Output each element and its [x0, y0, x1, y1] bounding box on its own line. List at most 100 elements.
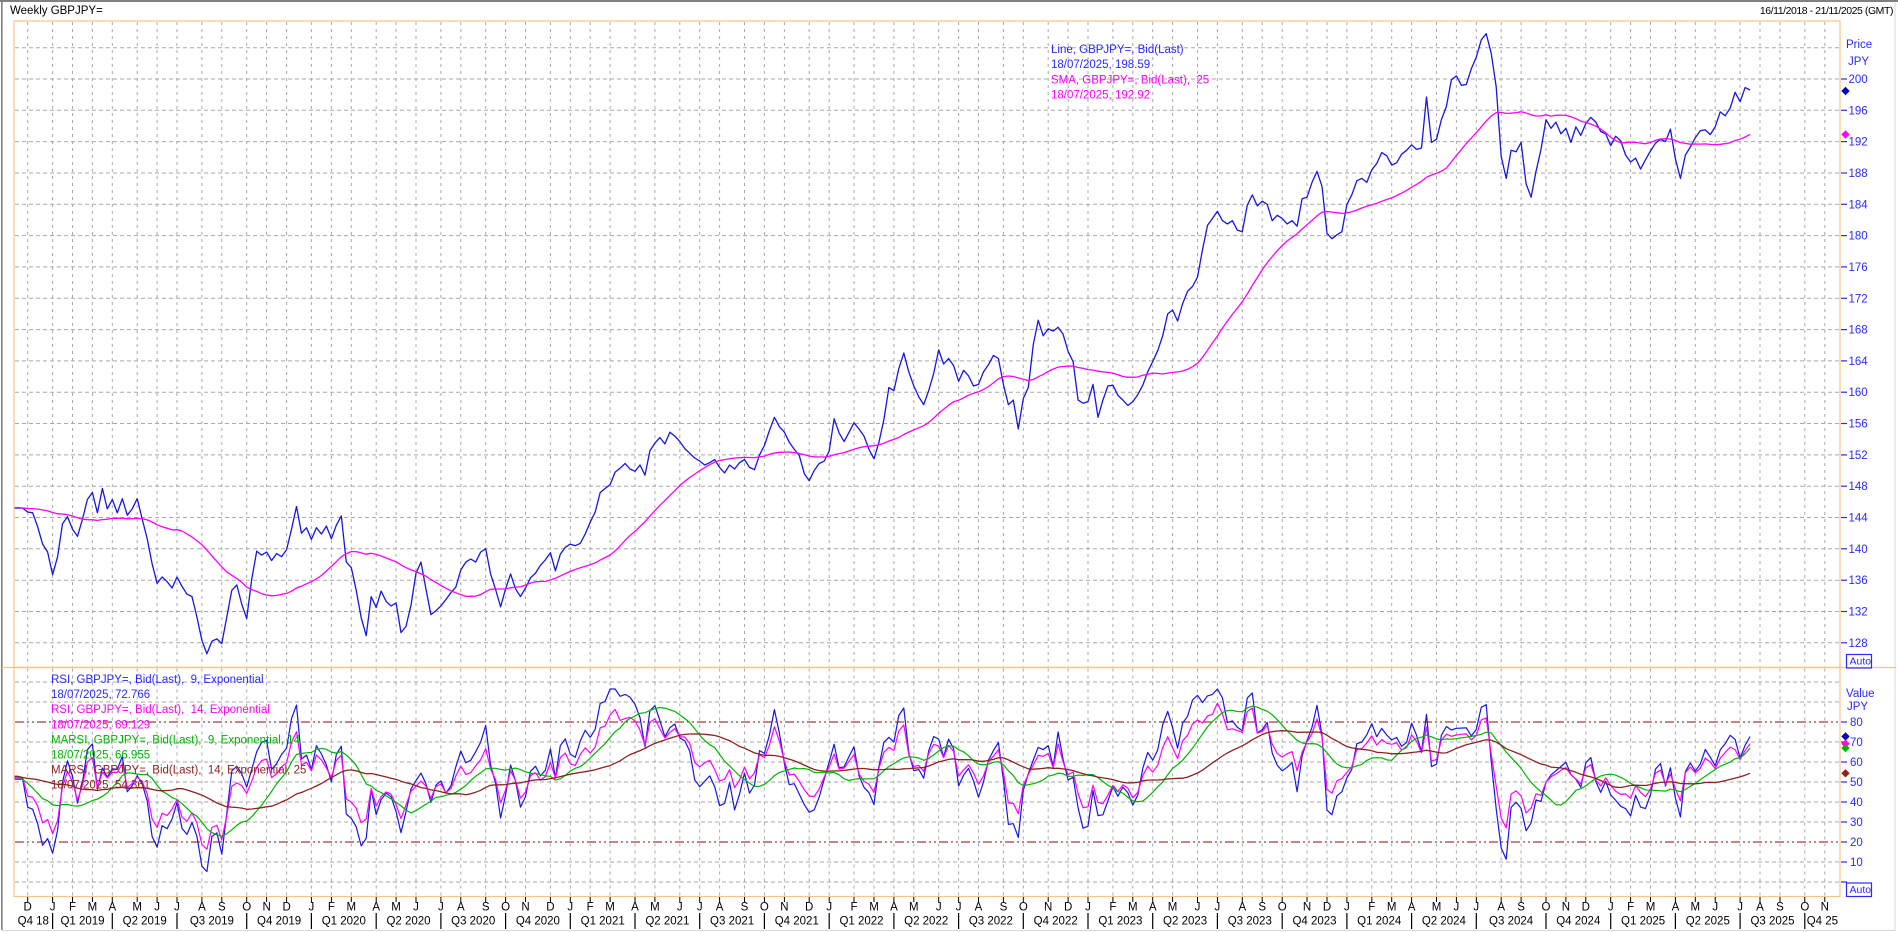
svg-text:Q4 25: Q4 25: [1807, 916, 1838, 928]
svg-text:Auto: Auto: [1850, 656, 1872, 668]
svg-text:Q2 2021: Q2 2021: [645, 916, 689, 928]
svg-text:A: A: [198, 902, 206, 914]
svg-text:N: N: [1044, 902, 1052, 914]
svg-text:J: J: [1737, 902, 1743, 914]
svg-text:Q3 2020: Q3 2020: [451, 916, 495, 928]
svg-text:D: D: [24, 902, 32, 914]
svg-text:A: A: [890, 902, 898, 914]
svg-text:Q3 2024: Q3 2024: [1489, 916, 1534, 928]
svg-text:Q4 2020: Q4 2020: [516, 916, 560, 928]
svg-text:F: F: [1109, 902, 1116, 914]
svg-text:J: J: [567, 902, 573, 914]
svg-text:50: 50: [1850, 777, 1863, 789]
svg-text:A: A: [631, 902, 639, 914]
svg-text:156: 156: [1849, 419, 1868, 431]
svg-text:140: 140: [1849, 544, 1868, 556]
svg-text:Q1 2022: Q1 2022: [839, 916, 883, 928]
svg-text:180: 180: [1849, 231, 1868, 243]
svg-text:Q3 2019: Q3 2019: [190, 916, 234, 928]
svg-text:184: 184: [1849, 199, 1869, 211]
svg-text:Q4 2019: Q4 2019: [257, 916, 301, 928]
svg-text:Q1 2025: Q1 2025: [1621, 916, 1665, 928]
svg-text:JPY: JPY: [1848, 56, 1869, 68]
svg-text:A: A: [1756, 902, 1764, 914]
svg-text:152: 152: [1849, 450, 1868, 462]
svg-text:164: 164: [1849, 356, 1869, 368]
svg-text:S: S: [218, 902, 226, 914]
svg-text:S: S: [482, 902, 490, 914]
svg-text:O: O: [760, 902, 769, 914]
svg-text:70: 70: [1850, 737, 1863, 749]
svg-text:O: O: [1019, 902, 1028, 914]
svg-text:J: J: [1608, 902, 1614, 914]
svg-text:M: M: [909, 902, 919, 914]
svg-text:144: 144: [1849, 513, 1869, 525]
svg-text:18/07/2025, 192.92: 18/07/2025, 192.92: [1051, 90, 1150, 102]
svg-text:172: 172: [1849, 293, 1868, 305]
svg-text:A: A: [1497, 902, 1505, 914]
svg-text:M: M: [347, 902, 357, 914]
svg-text:J: J: [936, 902, 942, 914]
svg-text:D: D: [1582, 902, 1590, 914]
svg-text:Value: Value: [1846, 688, 1875, 700]
svg-text:A: A: [975, 902, 983, 914]
svg-text:Price: Price: [1846, 39, 1872, 51]
svg-text:A: A: [372, 902, 380, 914]
svg-text:J: J: [697, 902, 703, 914]
svg-text:A: A: [108, 902, 116, 914]
svg-text:10: 10: [1850, 857, 1863, 869]
svg-text:RSI, GBPJPY=, Bid(Last), 9, E: RSI, GBPJPY=, Bid(Last), 9, Exponential: [51, 674, 264, 686]
svg-text:A: A: [1238, 902, 1246, 914]
svg-text:J: J: [438, 902, 444, 914]
svg-text:F: F: [328, 902, 335, 914]
svg-text:M: M: [650, 902, 660, 914]
svg-text:40: 40: [1850, 797, 1863, 809]
svg-text:176: 176: [1849, 262, 1868, 274]
svg-text:S: S: [1258, 902, 1266, 914]
svg-text:S: S: [1000, 902, 1008, 914]
svg-text:D: D: [805, 902, 813, 914]
svg-text:M: M: [869, 902, 879, 914]
svg-text:J: J: [677, 902, 683, 914]
svg-text:160: 160: [1849, 387, 1868, 399]
svg-text:Q2 2022: Q2 2022: [904, 916, 948, 928]
svg-text:132: 132: [1849, 607, 1868, 619]
svg-text:O: O: [1800, 902, 1809, 914]
svg-text:196: 196: [1849, 105, 1868, 117]
svg-text:F: F: [69, 902, 76, 914]
svg-text:136: 136: [1849, 575, 1868, 587]
svg-text:18/07/2025, 66.955: 18/07/2025, 66.955: [51, 750, 150, 762]
svg-text:M: M: [391, 902, 401, 914]
svg-text:188: 188: [1849, 168, 1868, 180]
svg-text:Q2 2019: Q2 2019: [123, 916, 167, 928]
svg-text:Q1 2021: Q1 2021: [581, 916, 625, 928]
svg-text:148: 148: [1849, 481, 1868, 493]
svg-text:S: S: [1517, 902, 1525, 914]
svg-text:D: D: [546, 902, 554, 914]
svg-text:M: M: [1691, 902, 1701, 914]
svg-text:A: A: [457, 902, 465, 914]
svg-text:Weekly GBPJPY=: Weekly GBPJPY=: [10, 5, 103, 17]
svg-text:J: J: [956, 902, 962, 914]
svg-text:80: 80: [1850, 717, 1863, 729]
svg-text:J: J: [154, 902, 160, 914]
svg-text:RSI, GBPJPY=, Bid(Last), 14,: RSI, GBPJPY=, Bid(Last), 14, Exponential: [51, 704, 270, 716]
svg-text:Q1 2024: Q1 2024: [1357, 916, 1402, 928]
svg-text:J: J: [413, 902, 419, 914]
svg-text:J: J: [1473, 902, 1479, 914]
svg-text:Auto: Auto: [1850, 884, 1872, 896]
svg-text:M: M: [1432, 902, 1442, 914]
svg-text:20: 20: [1850, 837, 1863, 849]
svg-text:F: F: [587, 902, 594, 914]
svg-text:A: A: [1408, 902, 1416, 914]
svg-text:Q4 2022: Q4 2022: [1034, 916, 1078, 928]
svg-text:200: 200: [1849, 74, 1868, 86]
svg-text:168: 168: [1849, 325, 1868, 337]
svg-text:Q1 2020: Q1 2020: [322, 916, 366, 928]
svg-text:J: J: [826, 902, 832, 914]
svg-text:18/07/2025, 72.766: 18/07/2025, 72.766: [51, 689, 150, 701]
svg-text:MARSI, GBPJPY=, Bid(Last), 14: MARSI, GBPJPY=, Bid(Last), 14, Exponenti…: [51, 765, 306, 777]
svg-text:N: N: [262, 902, 270, 914]
svg-text:128: 128: [1849, 638, 1868, 650]
svg-text:D: D: [1323, 902, 1331, 914]
